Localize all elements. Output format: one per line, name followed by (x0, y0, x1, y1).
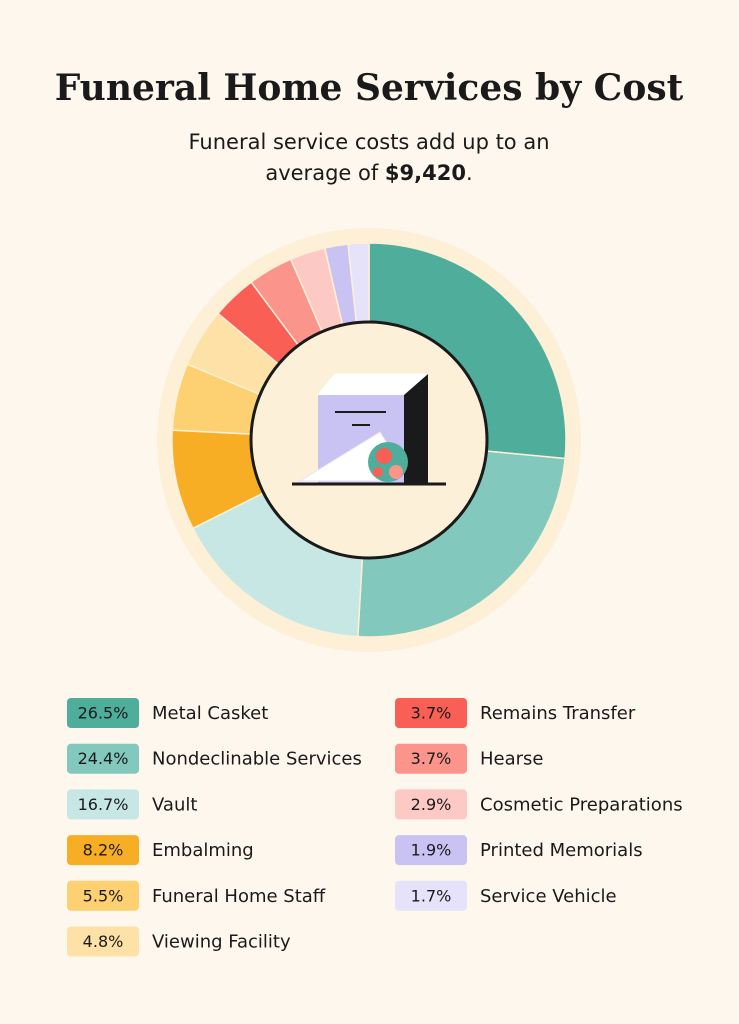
legend-swatch (395, 698, 467, 728)
chart-title: Funeral Home Services by Cost (55, 67, 684, 109)
legend-value: 1.7% (411, 886, 452, 905)
flower (376, 448, 392, 464)
subtitle-line: average of $9,420. (265, 161, 472, 185)
legend-swatch (395, 835, 467, 866)
legend-swatch (67, 926, 139, 957)
legend-label: Metal Casket (152, 703, 268, 724)
legend-swatch (67, 789, 139, 820)
legend-label: Funeral Home Staff (152, 886, 326, 907)
legend-label: Cosmetic Preparations (480, 794, 683, 815)
flower (373, 467, 383, 477)
legend: 26.5% Metal Casket 24.4% Nondeclinable Serv… (67, 698, 683, 957)
legend-value: 8.2% (83, 841, 124, 860)
legend-swatch (67, 880, 139, 911)
subtitle-text: average of (265, 161, 378, 185)
legend-value: 3.7% (411, 704, 452, 723)
legend-swatch (67, 698, 139, 728)
legend-value: 16.7% (78, 795, 129, 814)
legend-value: 24.4% (78, 749, 129, 768)
casket-illustration (292, 373, 446, 486)
subtitle-end: . (466, 161, 473, 185)
legend-label: Nondeclinable Services (152, 749, 362, 770)
legend-label: Viewing Facility (152, 932, 291, 953)
legend-value: 1.9% (411, 841, 452, 860)
legend-swatch (67, 743, 139, 774)
legend-label: Embalming (152, 840, 254, 861)
legend-label: Remains Transfer (480, 703, 636, 724)
legend-label: Printed Memorials (480, 840, 643, 861)
legend-swatch (395, 743, 467, 774)
subtitle-line: Funeral service costs add up to an (188, 130, 549, 154)
legend-value: 3.7% (411, 749, 452, 768)
legend-swatch (395, 789, 467, 820)
legend-swatch (67, 835, 139, 866)
legend-label: Vault (152, 794, 197, 815)
legend-value: 26.5% (78, 704, 129, 723)
flower (389, 465, 403, 479)
legend-value: 4.8% (83, 932, 124, 951)
legend-value: 5.5% (83, 886, 124, 905)
legend-value: 2.9% (411, 795, 452, 814)
legend-swatch (395, 880, 467, 911)
legend-label: Hearse (480, 749, 544, 770)
subtitle-amount: $9,420 (385, 161, 466, 185)
casket-side (404, 374, 428, 483)
legend-label: Service Vehicle (480, 886, 617, 907)
